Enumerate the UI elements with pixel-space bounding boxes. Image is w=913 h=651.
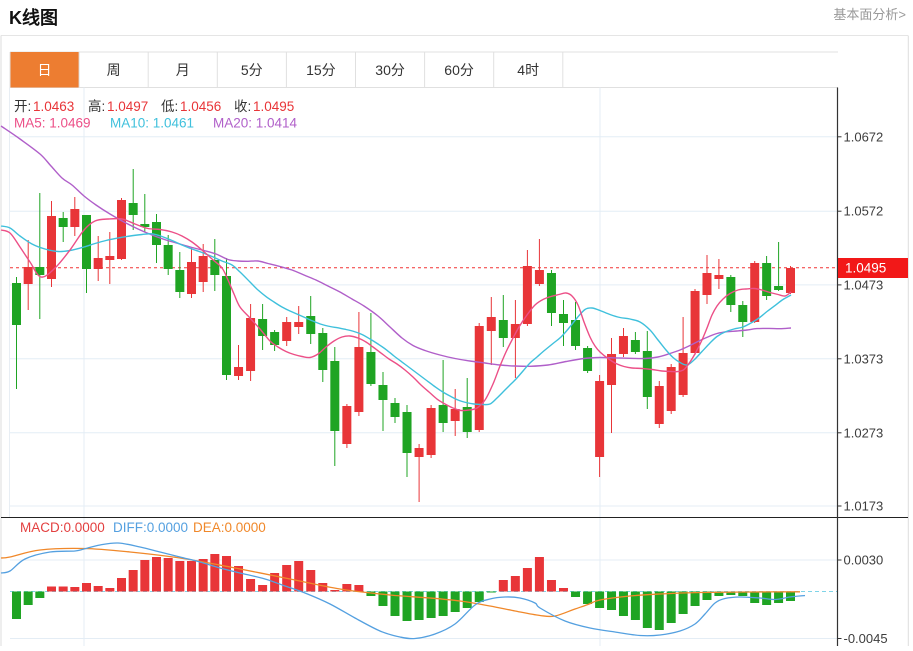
svg-text:MACD:0.0000: MACD:0.0000: [20, 520, 105, 535]
svg-text:1.0572: 1.0572: [844, 204, 884, 219]
svg-text:开:: 开:: [14, 99, 31, 114]
svg-text:1.0173: 1.0173: [844, 499, 884, 514]
svg-text:1.0497: 1.0497: [107, 99, 148, 114]
svg-text:低:: 低:: [161, 99, 178, 114]
svg-text:-0.0045: -0.0045: [844, 631, 888, 646]
svg-text:1.0473: 1.0473: [844, 277, 884, 292]
svg-text:1.0495: 1.0495: [845, 261, 886, 276]
svg-text:1.0672: 1.0672: [844, 129, 884, 144]
svg-text:60分: 60分: [444, 62, 474, 78]
svg-text:1.0373: 1.0373: [844, 351, 884, 366]
svg-text:MA5: 1.0469: MA5: 1.0469: [14, 116, 91, 131]
svg-text:收:: 收:: [234, 99, 251, 114]
svg-text:日: 日: [38, 62, 52, 78]
svg-text:0.0030: 0.0030: [844, 553, 884, 568]
svg-text:基本面分析>: 基本面分析>: [833, 7, 906, 22]
svg-text:5分: 5分: [241, 62, 263, 78]
svg-text:DIFF:0.0000: DIFF:0.0000: [113, 520, 188, 535]
svg-text:1.0495: 1.0495: [253, 99, 294, 114]
svg-text:30分: 30分: [375, 62, 405, 78]
svg-text:15分: 15分: [306, 62, 336, 78]
svg-text:高:: 高:: [88, 98, 105, 114]
svg-text:MA10: 1.0461: MA10: 1.0461: [110, 116, 194, 131]
svg-text:1.0463: 1.0463: [33, 99, 74, 114]
svg-text:1.0456: 1.0456: [180, 99, 221, 114]
svg-text:月: 月: [176, 62, 190, 78]
svg-text:4时: 4时: [517, 62, 539, 78]
svg-text:1.0273: 1.0273: [844, 425, 884, 440]
svg-text:K线图: K线图: [9, 7, 58, 28]
svg-text:周: 周: [107, 62, 121, 78]
svg-text:MA20: 1.0414: MA20: 1.0414: [213, 116, 298, 131]
svg-text:DEA:0.0000: DEA:0.0000: [193, 520, 266, 535]
